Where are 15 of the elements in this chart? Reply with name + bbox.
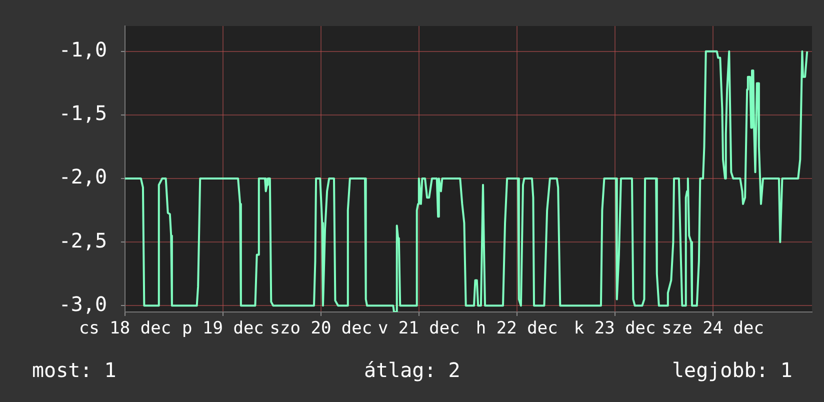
text: most: 1 <box>32 358 116 382</box>
y-tick-label: -1,0 <box>58 38 107 62</box>
y-tick-label: -3,0 <box>58 292 107 316</box>
text: legjobb: 1 <box>672 358 792 382</box>
text: átlag: 2 <box>364 358 460 382</box>
y-tick-label: -2,5 <box>58 228 107 252</box>
x-tick-label: cs 18 dec <box>78 318 172 339</box>
x-tick-label: sze 24 dec <box>662 318 764 339</box>
x-tick-label: p 19 dec <box>182 318 264 339</box>
x-tick-label: k 23 dec <box>574 318 656 339</box>
x-tick-label: szo 20 dec <box>270 318 372 339</box>
x-tick-label: v 21 dec <box>378 318 460 339</box>
y-tick-label: -1,5 <box>58 101 107 126</box>
x-tick-label: h 22 dec <box>476 318 558 339</box>
y-tick-label: -2,0 <box>58 164 107 189</box>
